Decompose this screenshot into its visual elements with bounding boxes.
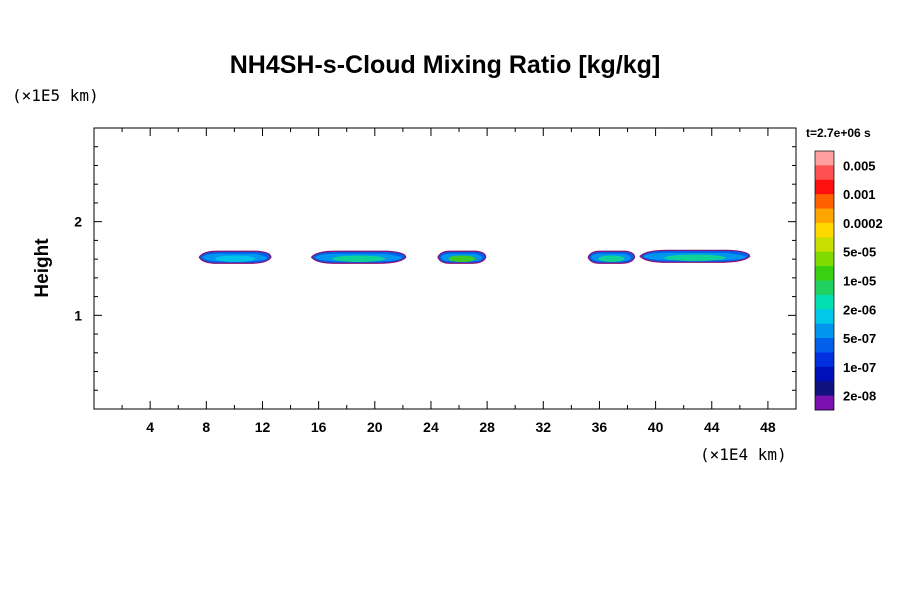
colorbar-swatch [815, 294, 834, 310]
x-tick-label: 28 [479, 419, 495, 435]
cloud-b [310, 250, 407, 264]
colorbar-swatch [815, 237, 834, 253]
plot-frame [93, 127, 797, 410]
x-tick-label: 48 [760, 419, 776, 435]
colorbar-label: 0.005 [843, 158, 876, 173]
colorbar-swatch [815, 352, 834, 368]
x-tick-label: 4 [146, 419, 154, 435]
colorbar-label: 0.0002 [843, 216, 883, 231]
colorbar-swatch [815, 309, 834, 325]
colorbar-swatch [815, 323, 834, 339]
x-tick-label: 12 [255, 419, 271, 435]
colorbar-label: 2e-06 [843, 302, 876, 317]
cloud-a [198, 250, 272, 264]
colorbar-label: 1e-07 [843, 360, 876, 375]
colorbar-swatch [815, 395, 834, 411]
x-tick-label: 8 [202, 419, 210, 435]
colorbar-swatch [815, 266, 834, 281]
colorbar-swatch [815, 179, 834, 195]
chart-title: NH4SH-s-Cloud Mixing Ratio [kg/kg] [230, 51, 661, 79]
colorbar-label: 2e-08 [843, 389, 876, 404]
cloud-d [587, 250, 636, 264]
cloud-field [198, 249, 751, 264]
cloud-core [332, 255, 385, 263]
y-axis-label: Height [32, 238, 53, 298]
cloud-core [448, 255, 476, 263]
colorbar-swatch [815, 366, 834, 382]
x-tick-label: 40 [648, 419, 664, 435]
cloud-e [639, 249, 751, 263]
cloud-core [598, 255, 625, 263]
colorbar-swatch [815, 222, 834, 238]
colorbar-frame [814, 150, 835, 411]
colorbar-label: 1e-05 [843, 274, 876, 289]
colorbar-swatch [815, 280, 834, 296]
colorbar-swatch [815, 338, 834, 353]
colorbar-swatch [815, 208, 834, 224]
colorbar-swatch [815, 194, 834, 209]
x-tick-label: 44 [704, 419, 720, 435]
colorbar-swatch [815, 251, 834, 267]
x-tick-label: 20 [367, 419, 383, 435]
y-tick-label: 1 [74, 307, 82, 323]
colorbar: 0.005 0.001 0.0002 5e-05 1e-05 2e-06 5e-07 1e-0… [814, 150, 883, 411]
x-tick-label: 24 [423, 419, 439, 435]
colorbar-label: 5e-05 [843, 245, 876, 260]
time-label: t=2.7e+06 s [806, 126, 871, 140]
y-axis-unit: (×1E5 km) [12, 86, 99, 105]
x-tick-label: 36 [592, 419, 608, 435]
x-tick-label: 16 [311, 419, 327, 435]
y-tick-label: 2 [74, 214, 82, 230]
colorbar-swatch [815, 165, 834, 181]
colorbar-swatch [815, 151, 834, 166]
x-tick-label: 32 [535, 419, 551, 435]
colorbar-label: 5e-07 [843, 331, 876, 346]
x-axis-unit: (×1E4 km) [700, 445, 787, 464]
cloud-c [437, 250, 487, 264]
cloud-core [215, 255, 256, 263]
colorbar-label: 0.001 [843, 187, 876, 202]
colorbar-swatch [815, 381, 834, 397]
cloud-core [664, 254, 726, 262]
